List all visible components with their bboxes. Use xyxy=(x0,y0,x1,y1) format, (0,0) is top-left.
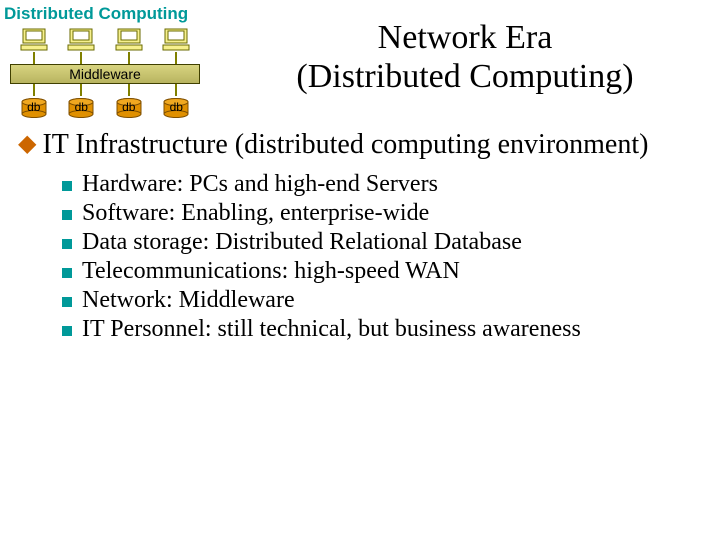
title-line2: (Distributed Computing) xyxy=(296,58,633,95)
list-item: Data storage: Distributed Relational Dat… xyxy=(62,229,702,256)
slide-body: ◆ IT Infrastructure (distributed computi… xyxy=(0,113,720,343)
square-bullet-icon xyxy=(62,297,72,307)
connector-line xyxy=(80,52,82,64)
connector-line xyxy=(80,84,82,96)
diagram-title: Distributed Computing xyxy=(4,4,206,24)
list-item: Telecommunications: high-speed WAN xyxy=(62,258,702,285)
db-icon: db xyxy=(66,98,96,113)
connector-line xyxy=(128,52,130,64)
bullet-level1: ◆ IT Infrastructure (distributed computi… xyxy=(18,129,702,161)
db-icon: db xyxy=(161,98,191,113)
diamond-bullet-icon: ◆ xyxy=(18,129,36,160)
db-label: db xyxy=(114,101,144,113)
connector-line xyxy=(175,52,177,64)
list-item-text: Software: Enabling, enterprise-wide xyxy=(82,200,429,227)
connectors-bottom xyxy=(4,84,206,96)
pc-icon xyxy=(20,28,48,52)
list-item: Network: Middleware xyxy=(62,287,702,314)
connector-line xyxy=(33,84,35,96)
bullet1-text: IT Infrastructure (distributed computing… xyxy=(42,129,648,161)
list-item-text: IT Personnel: still technical, but busin… xyxy=(82,316,581,343)
distributed-diagram: Distributed Computing Middleware db xyxy=(0,0,210,113)
square-bullet-icon xyxy=(62,268,72,278)
bullet-level2-list: Hardware: PCs and high-end Servers Softw… xyxy=(18,171,702,343)
db-label: db xyxy=(66,101,96,113)
connector-line xyxy=(175,84,177,96)
pc-icon xyxy=(162,28,190,52)
title-line1: Network Era xyxy=(378,19,553,56)
db-icon: db xyxy=(19,98,49,113)
connector-line xyxy=(33,52,35,64)
pc-icon xyxy=(115,28,143,52)
list-item-text: Data storage: Distributed Relational Dat… xyxy=(82,229,522,256)
list-item-text: Telecommunications: high-speed WAN xyxy=(82,258,460,285)
db-label: db xyxy=(161,101,191,113)
list-item: IT Personnel: still technical, but busin… xyxy=(62,316,702,343)
slide-title: Network Era (Distributed Computing) xyxy=(210,0,720,96)
middleware-bar: Middleware xyxy=(10,64,200,84)
square-bullet-icon xyxy=(62,181,72,191)
list-item: Hardware: PCs and high-end Servers xyxy=(62,171,702,198)
square-bullet-icon xyxy=(62,210,72,220)
pc-icon xyxy=(67,28,95,52)
list-item-text: Network: Middleware xyxy=(82,287,295,314)
list-item-text: Hardware: PCs and high-end Servers xyxy=(82,171,438,198)
db-icon: db xyxy=(114,98,144,113)
list-item: Software: Enabling, enterprise-wide xyxy=(62,200,702,227)
square-bullet-icon xyxy=(62,239,72,249)
pc-row xyxy=(4,28,206,52)
db-label: db xyxy=(19,101,49,113)
connector-line xyxy=(128,84,130,96)
db-row: db db db db xyxy=(4,98,206,113)
square-bullet-icon xyxy=(62,326,72,336)
connectors-top xyxy=(4,52,206,64)
